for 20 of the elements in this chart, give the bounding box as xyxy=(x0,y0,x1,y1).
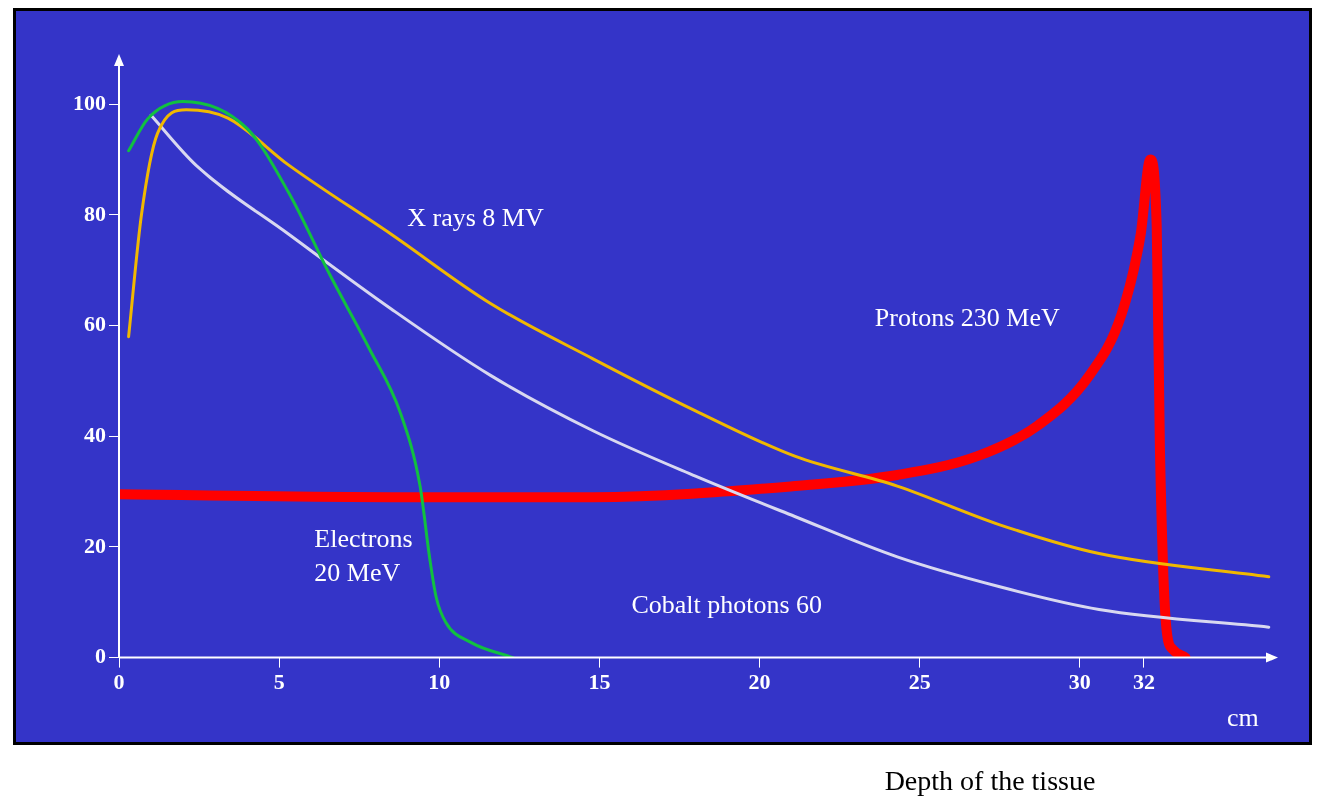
y-tick-label: 40 xyxy=(84,421,106,447)
x-tick-label: 15 xyxy=(588,669,611,695)
x-tick-label: 30 xyxy=(1068,669,1091,695)
y-tick-label: 60 xyxy=(84,311,106,337)
x-tick-label: 32 xyxy=(1132,669,1155,695)
y-tick-label: 80 xyxy=(84,200,106,226)
y-tick-label: 100 xyxy=(73,89,106,115)
x-tick-label: 25 xyxy=(908,669,931,695)
text: Cobalt photons 60 xyxy=(631,590,823,620)
series-label: Protons 230 MeV xyxy=(874,302,1060,332)
y-tick-label: 20 xyxy=(84,532,106,558)
x-axis-title: Depth of the tissue xyxy=(884,765,1096,796)
x-tick-label: 5 xyxy=(273,669,285,695)
text: cm xyxy=(1227,702,1259,732)
x-tick-label: 10 xyxy=(428,669,451,695)
x-tick-label: 0 xyxy=(113,669,125,695)
series-label: X rays 8 MV xyxy=(407,203,544,232)
x-tick-label: 20 xyxy=(748,669,771,695)
series-label: Electrons 20 MeV xyxy=(314,523,413,587)
y-tick-label: 0 xyxy=(95,643,106,669)
